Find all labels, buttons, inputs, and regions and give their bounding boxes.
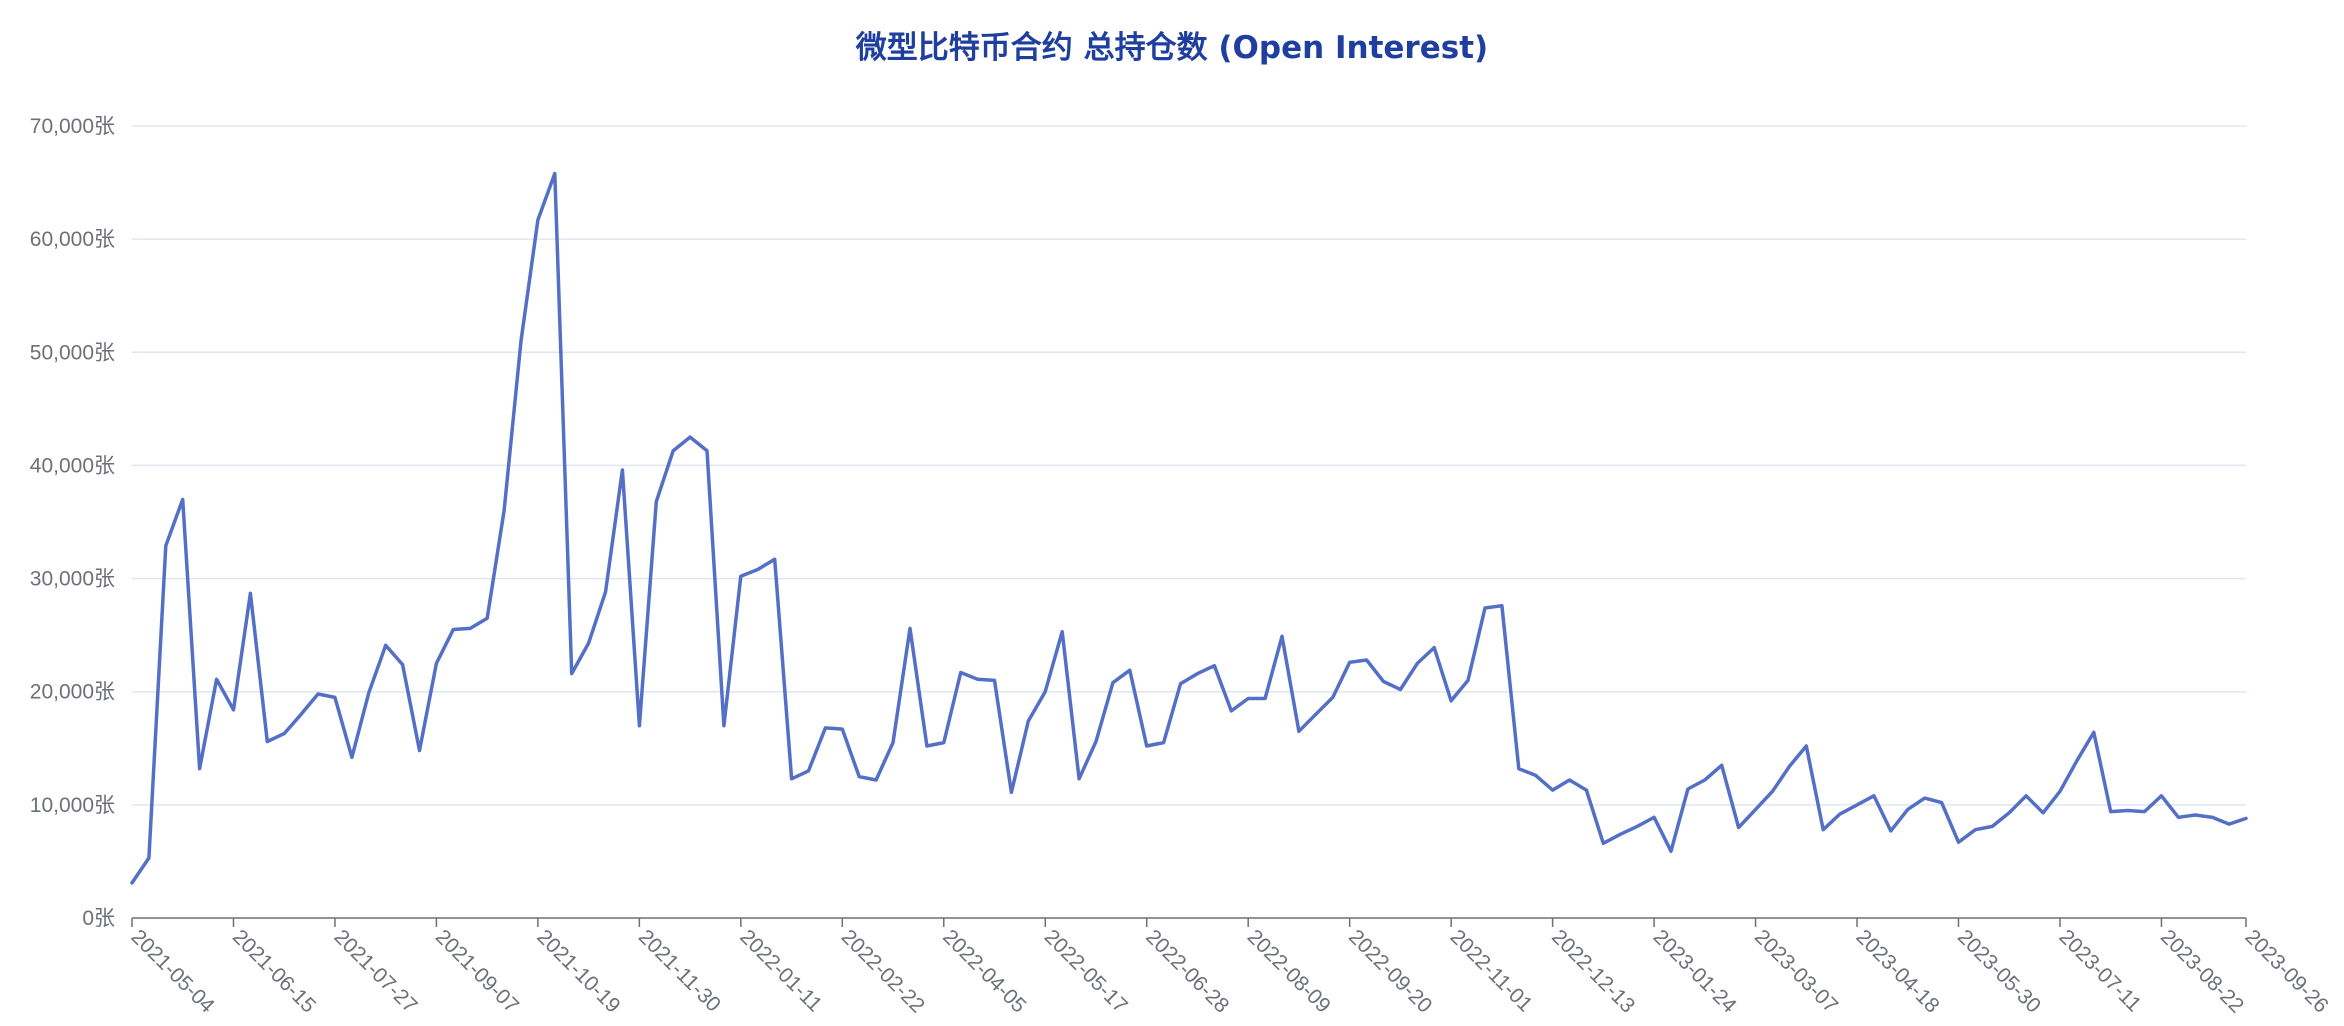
y-axis-labels: 0张 10,000张 20,000张 30,000张 40,000张 50,000张 60,… bbox=[30, 115, 115, 930]
x-tick-label: 2021-07-27 bbox=[329, 925, 421, 1017]
y-tick-label: 20,000张 bbox=[30, 681, 115, 704]
x-tick-label: 2023-08-22 bbox=[2156, 925, 2248, 1017]
y-tick-label: 0张 bbox=[82, 907, 115, 930]
x-axis: 2021-05-04 2021-06-15 2021-07-27 2021-09-07… bbox=[126, 917, 2333, 1018]
gridlines bbox=[132, 125, 2246, 806]
x-tick-label: 2022-05-17 bbox=[1040, 925, 1132, 1017]
x-tick-label: 2023-01-24 bbox=[1649, 925, 1741, 1017]
y-tick-label: 50,000张 bbox=[30, 341, 115, 364]
series-line bbox=[130, 171, 2248, 885]
x-tick-label: 2022-08-09 bbox=[1243, 925, 1335, 1017]
x-tick-label: 2022-06-28 bbox=[1141, 925, 1233, 1017]
x-tick-label: 2023-09-26 bbox=[2240, 925, 2332, 1017]
x-tick-label: 2022-01-11 bbox=[735, 925, 826, 1016]
x-tick-label: 2023-05-30 bbox=[1953, 925, 2045, 1017]
y-tick-label: 60,000张 bbox=[30, 228, 115, 251]
x-tick-label: 2022-04-05 bbox=[938, 925, 1030, 1017]
y-tick-label: 70,000张 bbox=[30, 115, 115, 138]
x-tick-label: 2022-11-01 bbox=[1446, 925, 1537, 1016]
x-tick-label: 2023-07-11 bbox=[2054, 925, 2145, 1016]
x-tick-label: 2021-10-19 bbox=[532, 925, 624, 1017]
x-tick-label: 2022-09-20 bbox=[1344, 925, 1436, 1017]
x-tick-label: 2023-04-18 bbox=[1851, 925, 1943, 1017]
x-tick-label: 2022-12-13 bbox=[1547, 925, 1639, 1017]
x-tick-label: 2021-11-30 bbox=[634, 925, 725, 1016]
y-tick-label: 10,000张 bbox=[30, 794, 115, 817]
x-tick-label: 2023-03-07 bbox=[1750, 925, 1842, 1017]
x-tick-label: 2022-02-22 bbox=[837, 925, 929, 1017]
y-tick-label: 30,000张 bbox=[30, 568, 115, 591]
chart-title: 微型比特币合约 总持仓数 (Open Interest) bbox=[855, 30, 1489, 66]
x-tick-label: 2021-05-04 bbox=[126, 925, 218, 1017]
x-tick-label: 2021-06-15 bbox=[228, 925, 320, 1017]
y-tick-label: 40,000张 bbox=[30, 454, 115, 477]
x-tick-label: 2021-09-07 bbox=[431, 925, 523, 1017]
series-layer bbox=[130, 171, 2248, 885]
